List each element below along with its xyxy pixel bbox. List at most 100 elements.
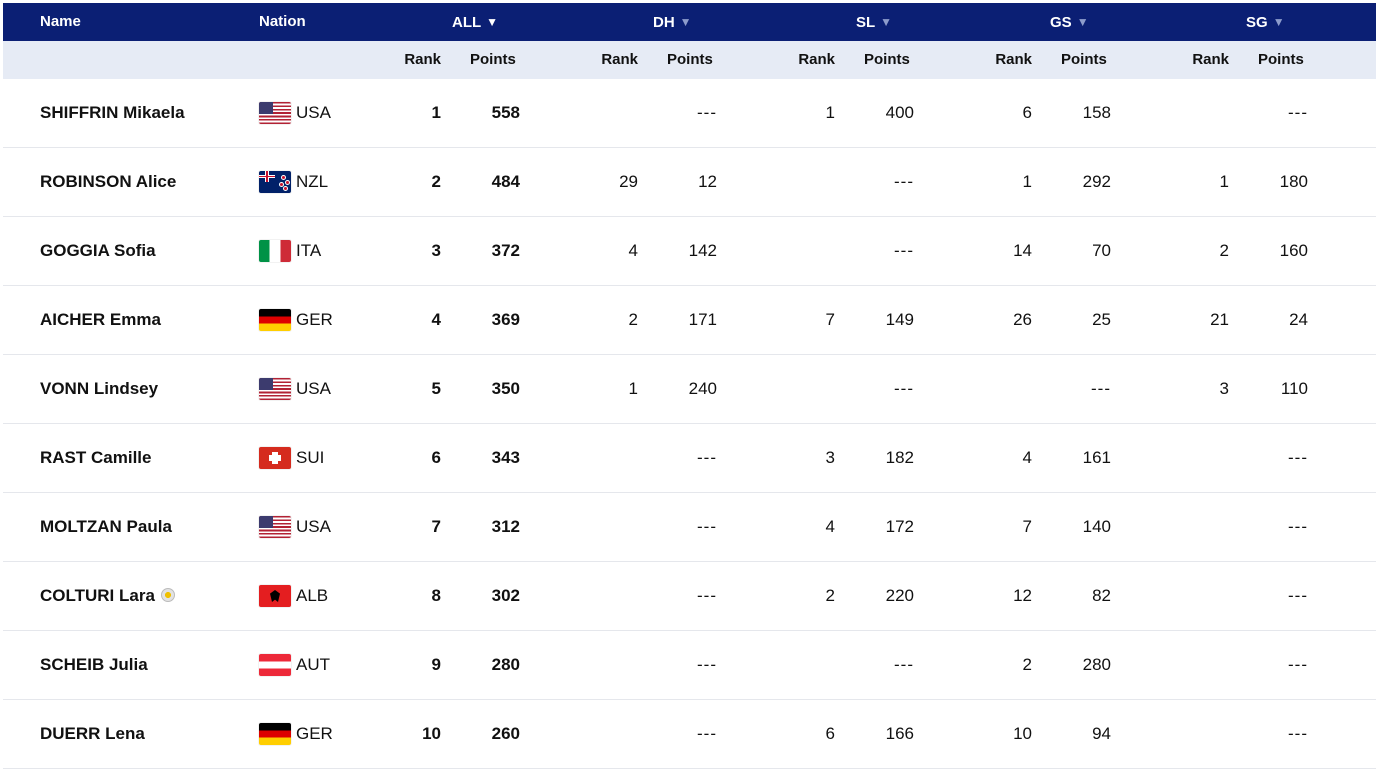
athlete-name-text: GOGGIA Sofia — [40, 241, 156, 260]
points-dh: 12 — [698, 172, 717, 191]
athlete-name-text: COLTURI Lara — [40, 586, 155, 605]
points-all: 302 — [491, 586, 520, 605]
athlete-name[interactable]: RAST Camille — [40, 424, 151, 492]
athlete-name[interactable]: ROBINSON Alice — [40, 148, 176, 216]
points-sl: 182 — [885, 448, 914, 467]
discipline-tab-all[interactable]: ALL ▼ — [452, 3, 498, 41]
rank-dh — [558, 631, 638, 699]
athlete-name[interactable]: AICHER Emma — [40, 286, 161, 354]
nation-code: ITA — [296, 241, 322, 260]
points-dh: --- — [697, 655, 717, 674]
rank-sg — [1149, 493, 1229, 561]
athlete-name[interactable]: GOGGIA Sofia — [40, 217, 156, 285]
table-row[interactable]: SCHEIB Julia AUT 9 280 --- --- 2 280 --- — [3, 631, 1376, 700]
column-header-nation[interactable]: Nation — [259, 13, 306, 30]
points-all: 312 — [491, 517, 520, 536]
athlete-name[interactable]: SHIFFRIN Mikaela — [40, 79, 185, 147]
athlete-name[interactable]: MOLTZAN Paula — [40, 493, 172, 561]
nation-code: NZL — [296, 172, 329, 191]
discipline-label: GS — [1050, 14, 1072, 31]
header-row: Name Nation ALL ▼ DH ▼ SL ▼ GS ▼ SG ▼ — [3, 3, 1376, 41]
discipline-tab-sl[interactable]: SL ▼ — [856, 3, 892, 41]
rank-dh: 29 — [619, 172, 638, 191]
table-row[interactable]: MOLTZAN Paula USA 7 312 --- 4 172 7 140 --- — [3, 493, 1376, 562]
athlete-name-text: SCHEIB Julia — [40, 655, 148, 674]
subheader-points-dh: Points — [667, 51, 713, 68]
rank-sl — [755, 217, 835, 285]
table-row[interactable]: SHIFFRIN Mikaela USA 1 558 --- 1 400 6 158 --- — [3, 79, 1376, 148]
subheader-rank-dh: Rank — [601, 51, 638, 68]
table-row[interactable]: COLTURI Lara ALB 8 302 --- 2 220 12 82 --- — [3, 562, 1376, 631]
subheader-rank-sl: Rank — [798, 51, 835, 68]
points-dh: 240 — [688, 379, 717, 398]
table-row[interactable]: VONN Lindsey USA 5 350 1 240 --- --- 3 110 — [3, 355, 1376, 424]
nation-cell: AUT — [259, 631, 330, 699]
rank-sl: 3 — [825, 448, 835, 467]
points-gs: --- — [1091, 379, 1111, 398]
points-dh: --- — [697, 517, 717, 536]
rank-sg: 3 — [1219, 379, 1229, 398]
rank-gs: 7 — [1022, 517, 1032, 536]
points-dh: --- — [697, 103, 717, 122]
table-row[interactable]: RAST Camille SUI 6 343 --- 3 182 4 161 --- — [3, 424, 1376, 493]
points-sg: 160 — [1279, 241, 1308, 260]
athlete-name-text: RAST Camille — [40, 448, 152, 467]
athlete-name-text: MOLTZAN Paula — [40, 517, 172, 536]
table-row[interactable]: GOGGIA Sofia ITA 3 372 4 142 --- 14 70 2 160 — [3, 217, 1376, 286]
rank-sg — [1149, 631, 1229, 699]
nation-cell: ALB — [259, 562, 328, 630]
points-all: 369 — [491, 310, 520, 329]
athlete-name[interactable]: COLTURI Lara — [40, 562, 175, 630]
points-dh: 171 — [688, 310, 717, 329]
points-sl: 149 — [885, 310, 914, 329]
subheader-points-all: Points — [470, 51, 516, 68]
sort-arrow-icon: ▼ — [1272, 15, 1285, 29]
rank-all: 9 — [431, 655, 441, 674]
athlete-name[interactable]: DUERR Lena — [40, 700, 145, 768]
rank-dh: 2 — [628, 310, 638, 329]
rank-gs — [952, 355, 1032, 423]
table-row[interactable]: DUERR Lena GER 10 260 --- 6 166 10 94 --- — [3, 700, 1376, 769]
discipline-tab-dh[interactable]: DH ▼ — [653, 3, 692, 41]
points-dh: 142 — [688, 241, 717, 260]
flag-ger-icon — [259, 309, 291, 331]
flag-sui-icon — [259, 447, 291, 469]
standings-table: Name Nation ALL ▼ DH ▼ SL ▼ GS ▼ SG ▼ Rank Points R… — [3, 3, 1376, 769]
subheader-row: Rank Points Rank Points Rank Points Rank Points… — [3, 41, 1376, 79]
points-sg: --- — [1288, 586, 1308, 605]
discipline-tab-gs[interactable]: GS ▼ — [1050, 3, 1089, 41]
rank-sg: 1 — [1219, 172, 1229, 191]
rank-gs: 14 — [1013, 241, 1032, 260]
points-sl: 400 — [885, 103, 914, 122]
rank-all: 1 — [431, 103, 441, 122]
rank-sl: 7 — [825, 310, 835, 329]
athlete-name[interactable]: SCHEIB Julia — [40, 631, 148, 699]
rank-all: 3 — [431, 241, 441, 260]
subheader-rank-all: Rank — [404, 51, 441, 68]
column-header-name[interactable]: Name — [40, 13, 81, 30]
subheader-rank-gs: Rank — [995, 51, 1032, 68]
points-sl: 220 — [885, 586, 914, 605]
points-sl: --- — [894, 172, 914, 191]
rank-all: 6 — [431, 448, 441, 467]
points-all: 558 — [491, 103, 520, 122]
points-gs: 158 — [1082, 103, 1111, 122]
table-row[interactable]: ROBINSON Alice NZL 2 484 29 12 --- 1 292 1 180 — [3, 148, 1376, 217]
athlete-name-text: ROBINSON Alice — [40, 172, 177, 191]
nation-code: USA — [296, 103, 331, 122]
discipline-tab-sg[interactable]: SG ▼ — [1246, 3, 1285, 41]
points-sl: --- — [894, 241, 914, 260]
rank-sl — [755, 355, 835, 423]
flag-aut-icon — [259, 654, 291, 676]
rank-sg — [1149, 700, 1229, 768]
points-sg: --- — [1288, 517, 1308, 536]
points-sg: --- — [1288, 724, 1308, 743]
flag-nzl-icon — [259, 171, 291, 193]
table-row[interactable]: AICHER Emma GER 4 369 2 171 7 149 26 25 21 24 — [3, 286, 1376, 355]
rank-gs: 4 — [1022, 448, 1032, 467]
points-gs: 70 — [1092, 241, 1111, 260]
nation-cell: ITA — [259, 217, 321, 285]
rank-gs: 10 — [1013, 724, 1032, 743]
rank-gs: 26 — [1013, 310, 1032, 329]
athlete-name[interactable]: VONN Lindsey — [40, 355, 158, 423]
